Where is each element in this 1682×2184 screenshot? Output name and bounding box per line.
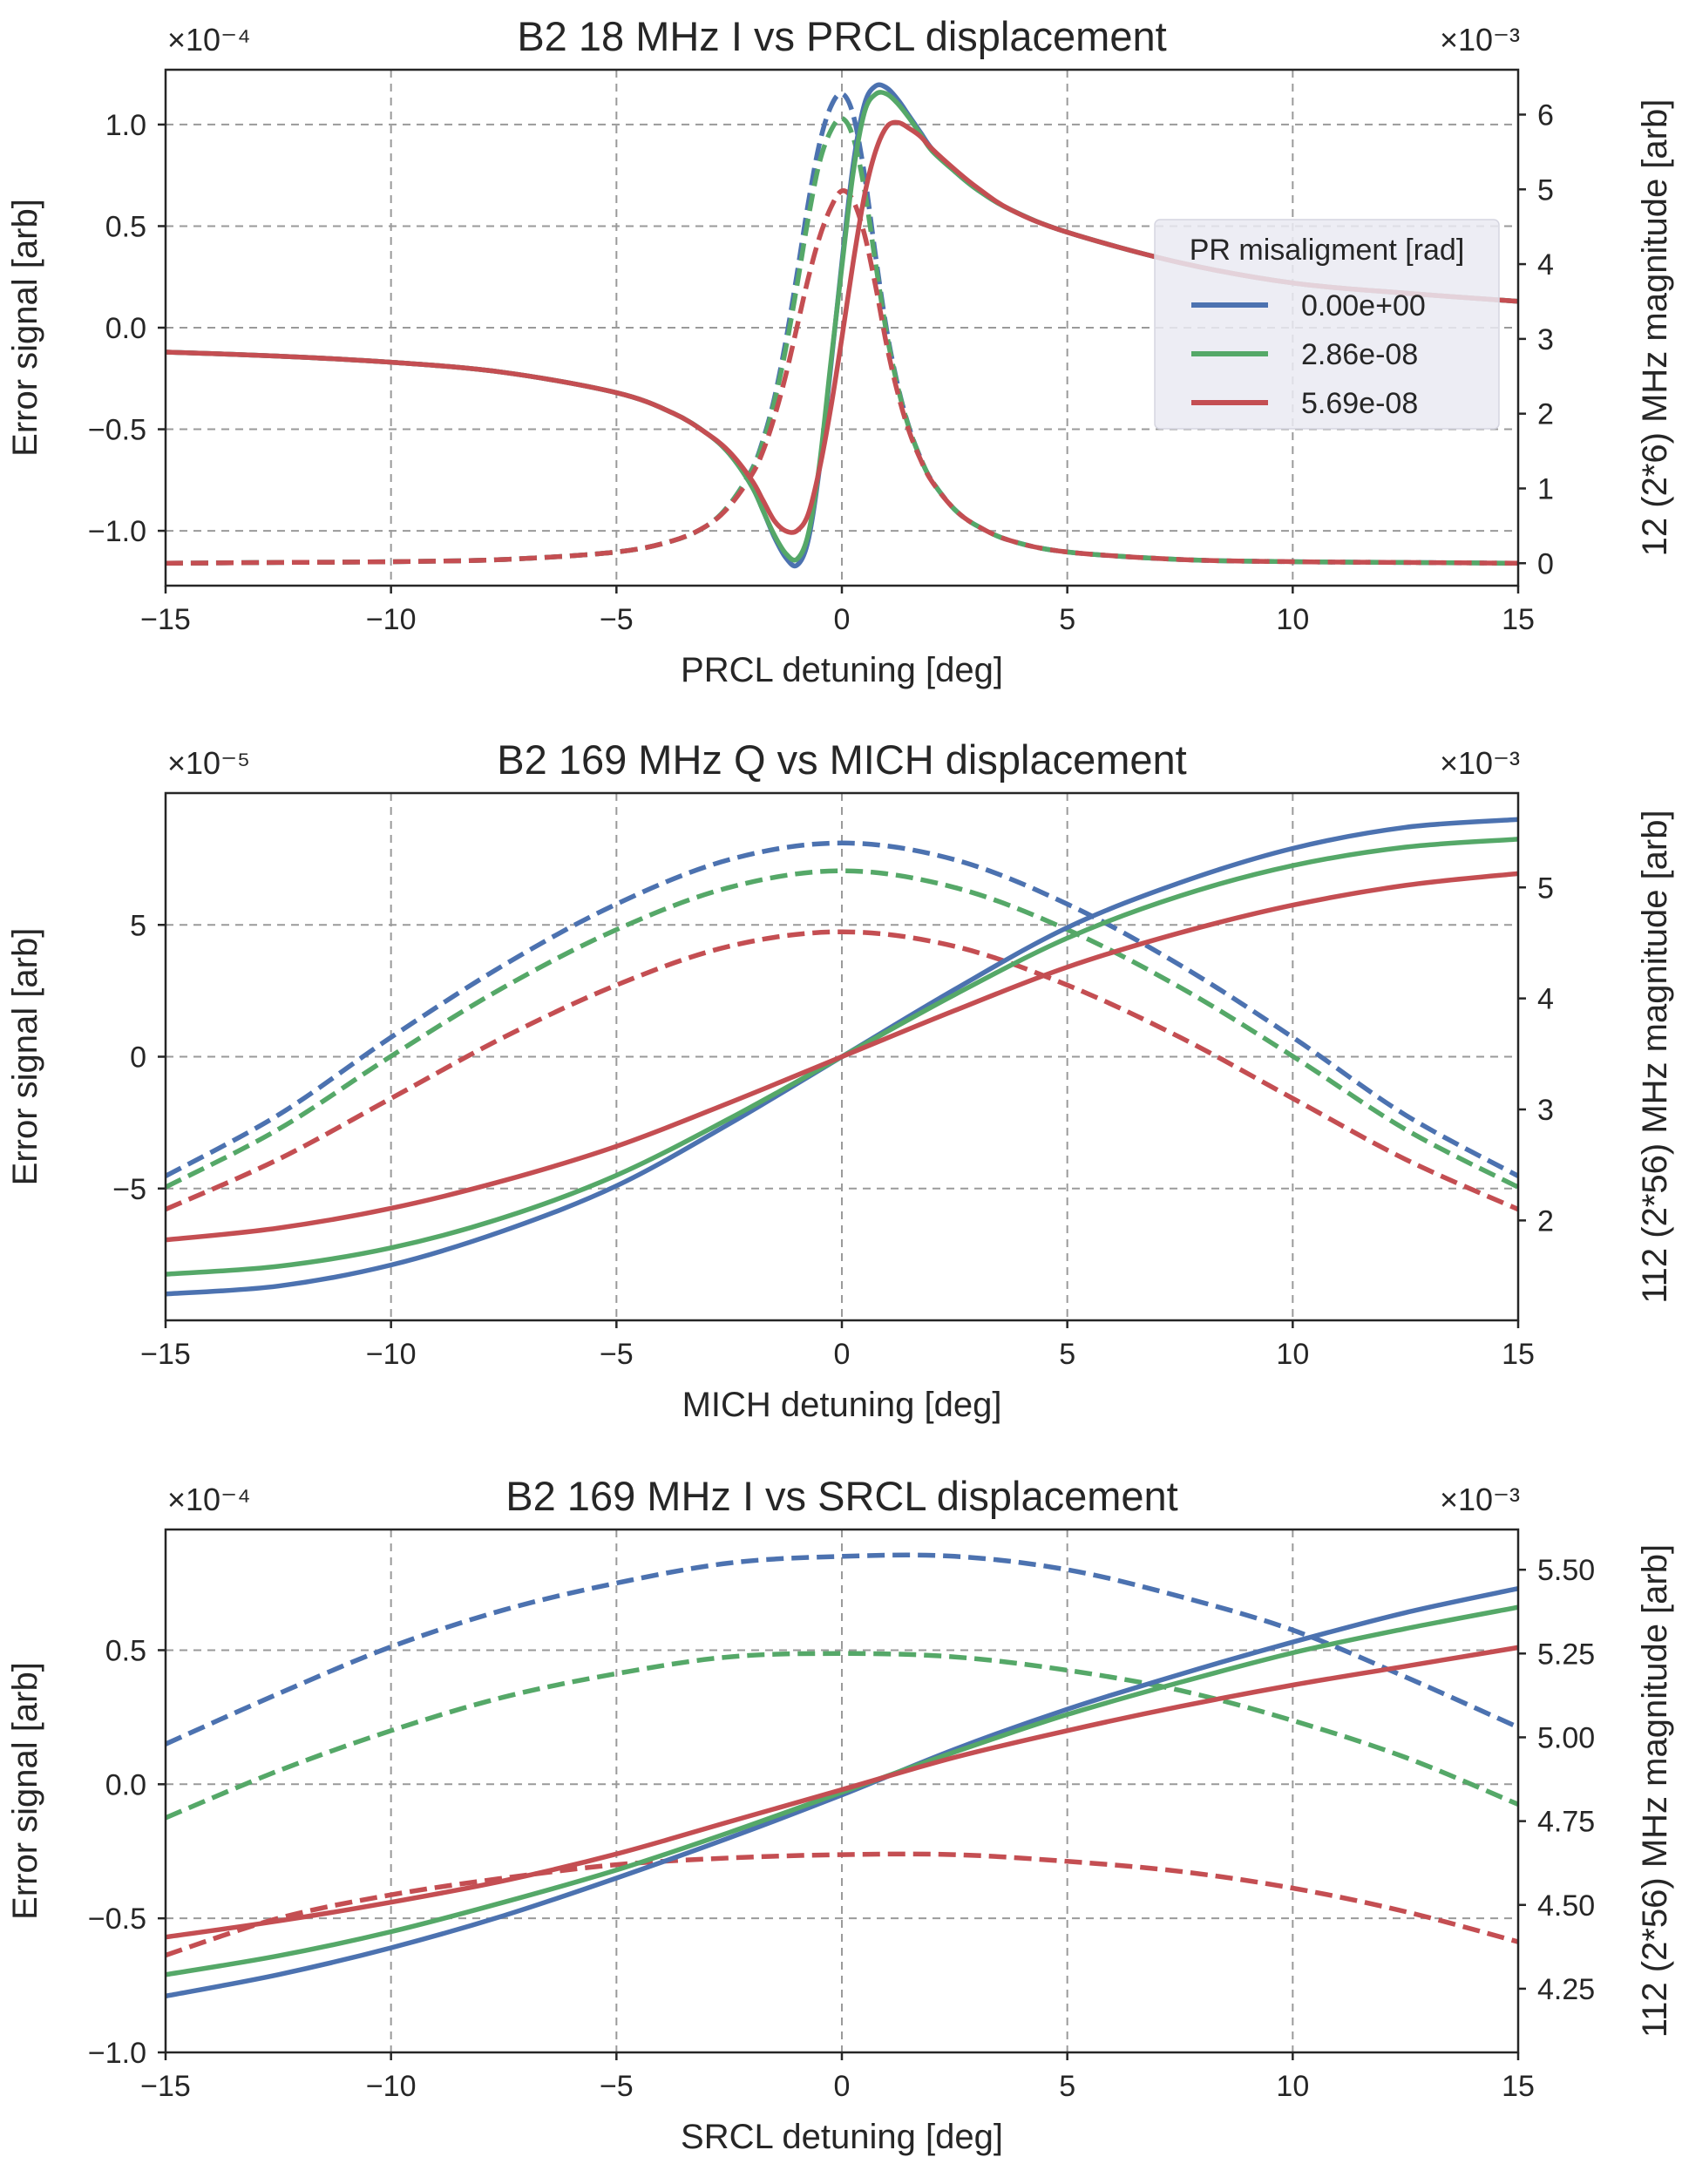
y-tick-label: 0.5 bbox=[105, 1634, 146, 1667]
y-axis-label: Error signal [arb] bbox=[6, 1662, 44, 1920]
chart-title: B2 169 MHz Q vs MICH displacement bbox=[497, 736, 1186, 783]
series-line-0-00e-00 bbox=[166, 1586, 1518, 1999]
legend-entry: 5.69e-08 bbox=[1301, 387, 1418, 420]
series-line-5-69e-08 bbox=[166, 871, 1518, 1243]
y2-tick-label: 4 bbox=[1537, 983, 1554, 1016]
y2-tick-label: 2 bbox=[1537, 398, 1554, 431]
panel-1: −15 −10 −5 0 5 10 15 −1.0 −0.5 0.0 0.5 1.0 0 1 2 3 4 5 6 B2… bbox=[6, 13, 1674, 689]
right-axis-multiplier: ×10⁻³ bbox=[1440, 22, 1520, 58]
series-line-0-00e-00-magnitude bbox=[166, 840, 1518, 1178]
y-tick-label: 0.0 bbox=[105, 1768, 146, 1801]
series-line-5-69e-08 bbox=[166, 1645, 1518, 1940]
x-tick-label: −15 bbox=[140, 603, 191, 636]
y2-tick-label: 5.00 bbox=[1537, 1721, 1595, 1754]
x-axis-label: MICH detuning [deg] bbox=[682, 1386, 1002, 1424]
y2-tick-label: 4.50 bbox=[1537, 1889, 1595, 1923]
plot-area bbox=[166, 1552, 1518, 1999]
right-axis-multiplier: ×10⁻³ bbox=[1440, 745, 1520, 781]
plot-area bbox=[166, 82, 1518, 569]
x-tick-label: −10 bbox=[366, 2070, 417, 2103]
x-tick-label: −15 bbox=[140, 1338, 191, 1371]
y-tick-label: 0.0 bbox=[105, 312, 146, 345]
x-tick-label: −10 bbox=[366, 1338, 417, 1371]
x-tick-label: 15 bbox=[1502, 603, 1535, 636]
y2-tick-label: 0 bbox=[1537, 547, 1554, 580]
y-tick-label: −1.0 bbox=[88, 2037, 146, 2070]
left-axis-multiplier: ×10⁻⁴ bbox=[167, 1482, 251, 1517]
x-tick-label: 15 bbox=[1502, 2070, 1535, 2103]
left-axis-multiplier: ×10⁻⁴ bbox=[167, 22, 251, 58]
y-tick-label: −0.5 bbox=[88, 414, 146, 447]
legend-title: PR misaligment [rad] bbox=[1190, 234, 1465, 267]
y2-tick-label: 5.25 bbox=[1537, 1638, 1595, 1671]
legend: PR misaligment [rad] 0.00e+00 2.86e-08 5.69… bbox=[1154, 219, 1500, 430]
y-tick-label: −0.5 bbox=[88, 1903, 146, 1936]
y2-axis-label: 12 (2*6) MHz magnitude [arb] bbox=[1636, 99, 1674, 557]
x-tick-label: −15 bbox=[140, 2070, 191, 2103]
x-tick-label: −10 bbox=[366, 603, 417, 636]
x-tick-label: 15 bbox=[1502, 1338, 1535, 1371]
x-tick-label: 5 bbox=[1059, 1338, 1075, 1371]
legend-entry: 0.00e+00 bbox=[1301, 289, 1426, 322]
chart-title: B2 169 MHz I vs SRCL displacement bbox=[505, 1473, 1177, 1519]
x-tick-label: 10 bbox=[1276, 603, 1309, 636]
x-tick-label: 5 bbox=[1059, 2070, 1075, 2103]
x-axis-label: SRCL detuning [deg] bbox=[681, 2118, 1003, 2156]
y2-tick-label: 5 bbox=[1537, 872, 1554, 905]
series-line-5-69e-08-magnitude bbox=[166, 188, 1518, 566]
x-tick-label: 0 bbox=[834, 2070, 851, 2103]
legend-box bbox=[1154, 219, 1500, 430]
plot-area bbox=[166, 817, 1518, 1297]
y2-tick-label: 3 bbox=[1537, 323, 1554, 356]
x-tick-label: −5 bbox=[600, 1338, 634, 1371]
chart-title: B2 18 MHz I vs PRCL displacement bbox=[517, 13, 1166, 59]
y-axis-label: Error signal [arb] bbox=[6, 199, 44, 457]
x-tick-label: 0 bbox=[834, 603, 851, 636]
y2-tick-label: 4.75 bbox=[1537, 1806, 1595, 1839]
series-line-5-69e-08 bbox=[166, 119, 1518, 535]
x-tick-label: −5 bbox=[600, 2070, 634, 2103]
y2-tick-label: 3 bbox=[1537, 1094, 1554, 1127]
x-tick-label: −5 bbox=[600, 603, 634, 636]
y-axis-label: Error signal [arb] bbox=[6, 928, 44, 1186]
series-line-2-86e-08 bbox=[166, 1604, 1518, 1977]
panel-2: −15 −10 −5 0 5 10 15 −5 0 5 2 3 4 5 B2 169 MHz Q vs MI… bbox=[6, 736, 1674, 1424]
y2-axis-label: 112 (2*56) MHz magnitude [arb] bbox=[1636, 810, 1674, 1303]
y2-tick-label: 4 bbox=[1537, 248, 1554, 281]
y2-tick-label: 5.50 bbox=[1537, 1554, 1595, 1587]
y-tick-label: 0 bbox=[130, 1041, 146, 1075]
x-axis-label: PRCL detuning [deg] bbox=[681, 651, 1003, 689]
panel-3: −15 −10 −5 0 5 10 15 −1.0 −0.5 0.0 0.5 4.25 4.50 4.75… bbox=[6, 1473, 1674, 2156]
y-tick-label: 1.0 bbox=[105, 109, 146, 142]
series-line-0-00e-00-magnitude bbox=[166, 1552, 1518, 1747]
left-axis-multiplier: ×10⁻⁵ bbox=[167, 745, 250, 781]
y2-tick-label: 2 bbox=[1537, 1204, 1554, 1238]
y2-axis-label: 112 (2*56) MHz magnitude [arb] bbox=[1636, 1544, 1674, 2038]
legend-entry: 2.86e-08 bbox=[1301, 338, 1418, 371]
series-line-2-86e-08-magnitude bbox=[166, 1651, 1518, 1821]
series-line-5-69e-08-magnitude bbox=[166, 929, 1518, 1212]
y2-tick-label: 1 bbox=[1537, 472, 1554, 505]
y2-tick-label: 4.25 bbox=[1537, 1973, 1595, 2006]
y-tick-label: −5 bbox=[112, 1173, 146, 1206]
series-line-2-86e-08-magnitude bbox=[166, 868, 1518, 1190]
y-tick-label: −1.0 bbox=[88, 515, 146, 548]
y-tick-label: 5 bbox=[130, 909, 146, 942]
x-tick-label: 0 bbox=[834, 1338, 851, 1371]
right-axis-multiplier: ×10⁻³ bbox=[1440, 1482, 1520, 1517]
y-tick-label: 0.5 bbox=[105, 210, 146, 243]
x-tick-label: 10 bbox=[1276, 2070, 1309, 2103]
x-tick-label: 5 bbox=[1059, 603, 1075, 636]
series-line-5-69e-08-magnitude bbox=[166, 1851, 1518, 1958]
x-tick-label: 10 bbox=[1276, 1338, 1309, 1371]
y2-tick-label: 5 bbox=[1537, 173, 1554, 207]
y2-tick-label: 6 bbox=[1537, 98, 1554, 132]
